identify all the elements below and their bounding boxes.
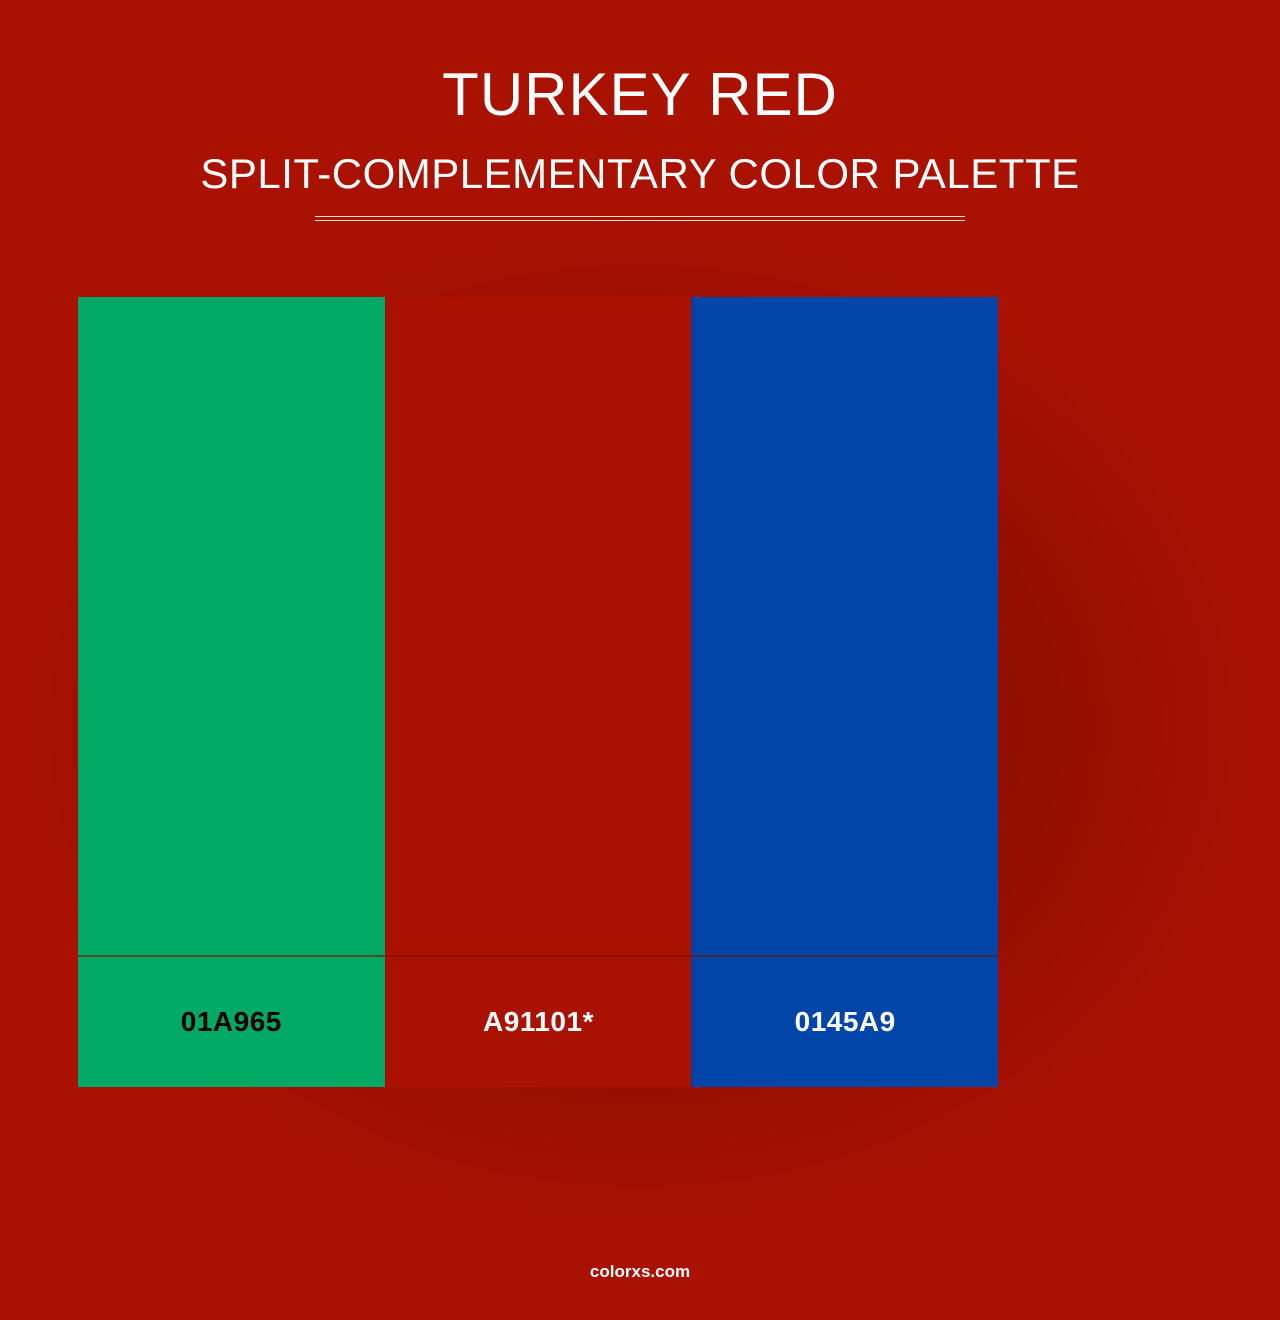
palette-column: 0145A9 (691, 297, 998, 1087)
footer-credit: colorxs.com (0, 1262, 1280, 1282)
color-swatch (691, 297, 998, 957)
header-divider (315, 216, 965, 221)
palette-column: A91101* (385, 297, 692, 1087)
color-swatch (385, 297, 692, 957)
page-subtitle: SPLIT-COMPLEMENTARY COLOR PALETTE (0, 150, 1280, 198)
color-label: 0145A9 (691, 957, 998, 1087)
color-label: A91101* (385, 957, 692, 1087)
color-label: 01A965 (78, 957, 385, 1087)
page-title: TURKEY RED (0, 62, 1280, 128)
palette-column: 01A965 (78, 297, 385, 1087)
color-palette: 01A965 A91101* 0145A9 (78, 297, 998, 1087)
color-swatch (78, 297, 385, 957)
header: TURKEY RED SPLIT-COMPLEMENTARY COLOR PAL… (0, 0, 1280, 221)
